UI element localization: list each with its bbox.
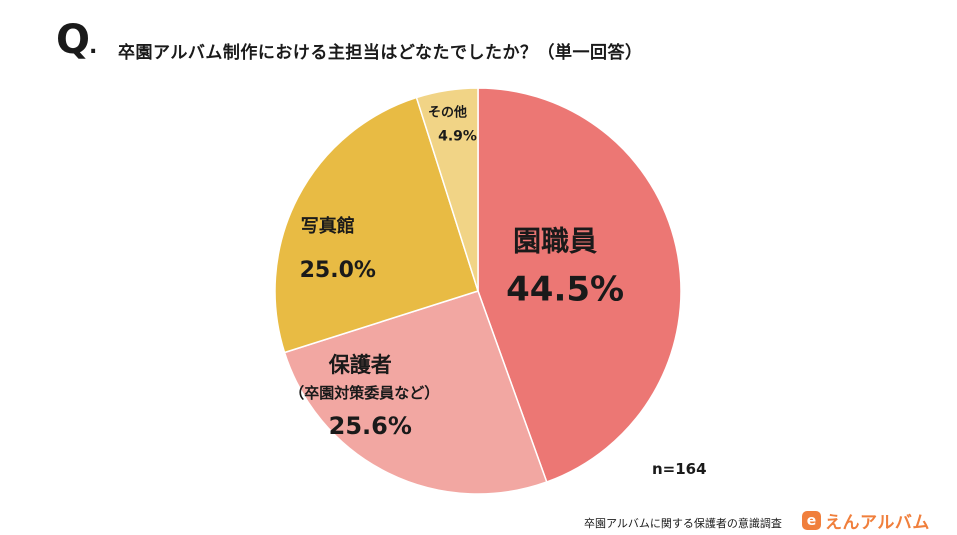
pie-slice (477, 87, 682, 483)
slice-label: 園職員 (513, 224, 597, 257)
slice-label: 写真館 (301, 215, 355, 237)
survey-source-note: 卒園アルバムに関する保護者の意識調査 (584, 517, 782, 530)
pie-slice (415, 87, 479, 292)
question-mark-letter: Q (56, 17, 90, 63)
question-mark: Q. (56, 17, 97, 63)
slice-label: その他 (428, 104, 467, 120)
brand-logo: e えんアルバム (802, 508, 930, 533)
question-mark-dot: . (89, 34, 97, 59)
brand-e-icon: e (802, 511, 821, 530)
question-text: 卒園アルバム制作における主担当はどなたでしたか？（単一回答） (118, 43, 643, 63)
slice-value: 25.0% (300, 258, 376, 283)
slice-value: 4.9% (438, 128, 477, 144)
slice-value: 25.6% (329, 412, 412, 440)
pie-slice (283, 290, 548, 495)
sample-size: n=164 (652, 460, 707, 478)
pie-slice (274, 96, 479, 354)
slice-label: 保護者 (328, 353, 392, 377)
brand-name: えんアルバム (825, 513, 930, 533)
slice-value: 44.5% (506, 269, 624, 309)
slice-sublabel: （卒園対策委員など） (289, 384, 439, 402)
